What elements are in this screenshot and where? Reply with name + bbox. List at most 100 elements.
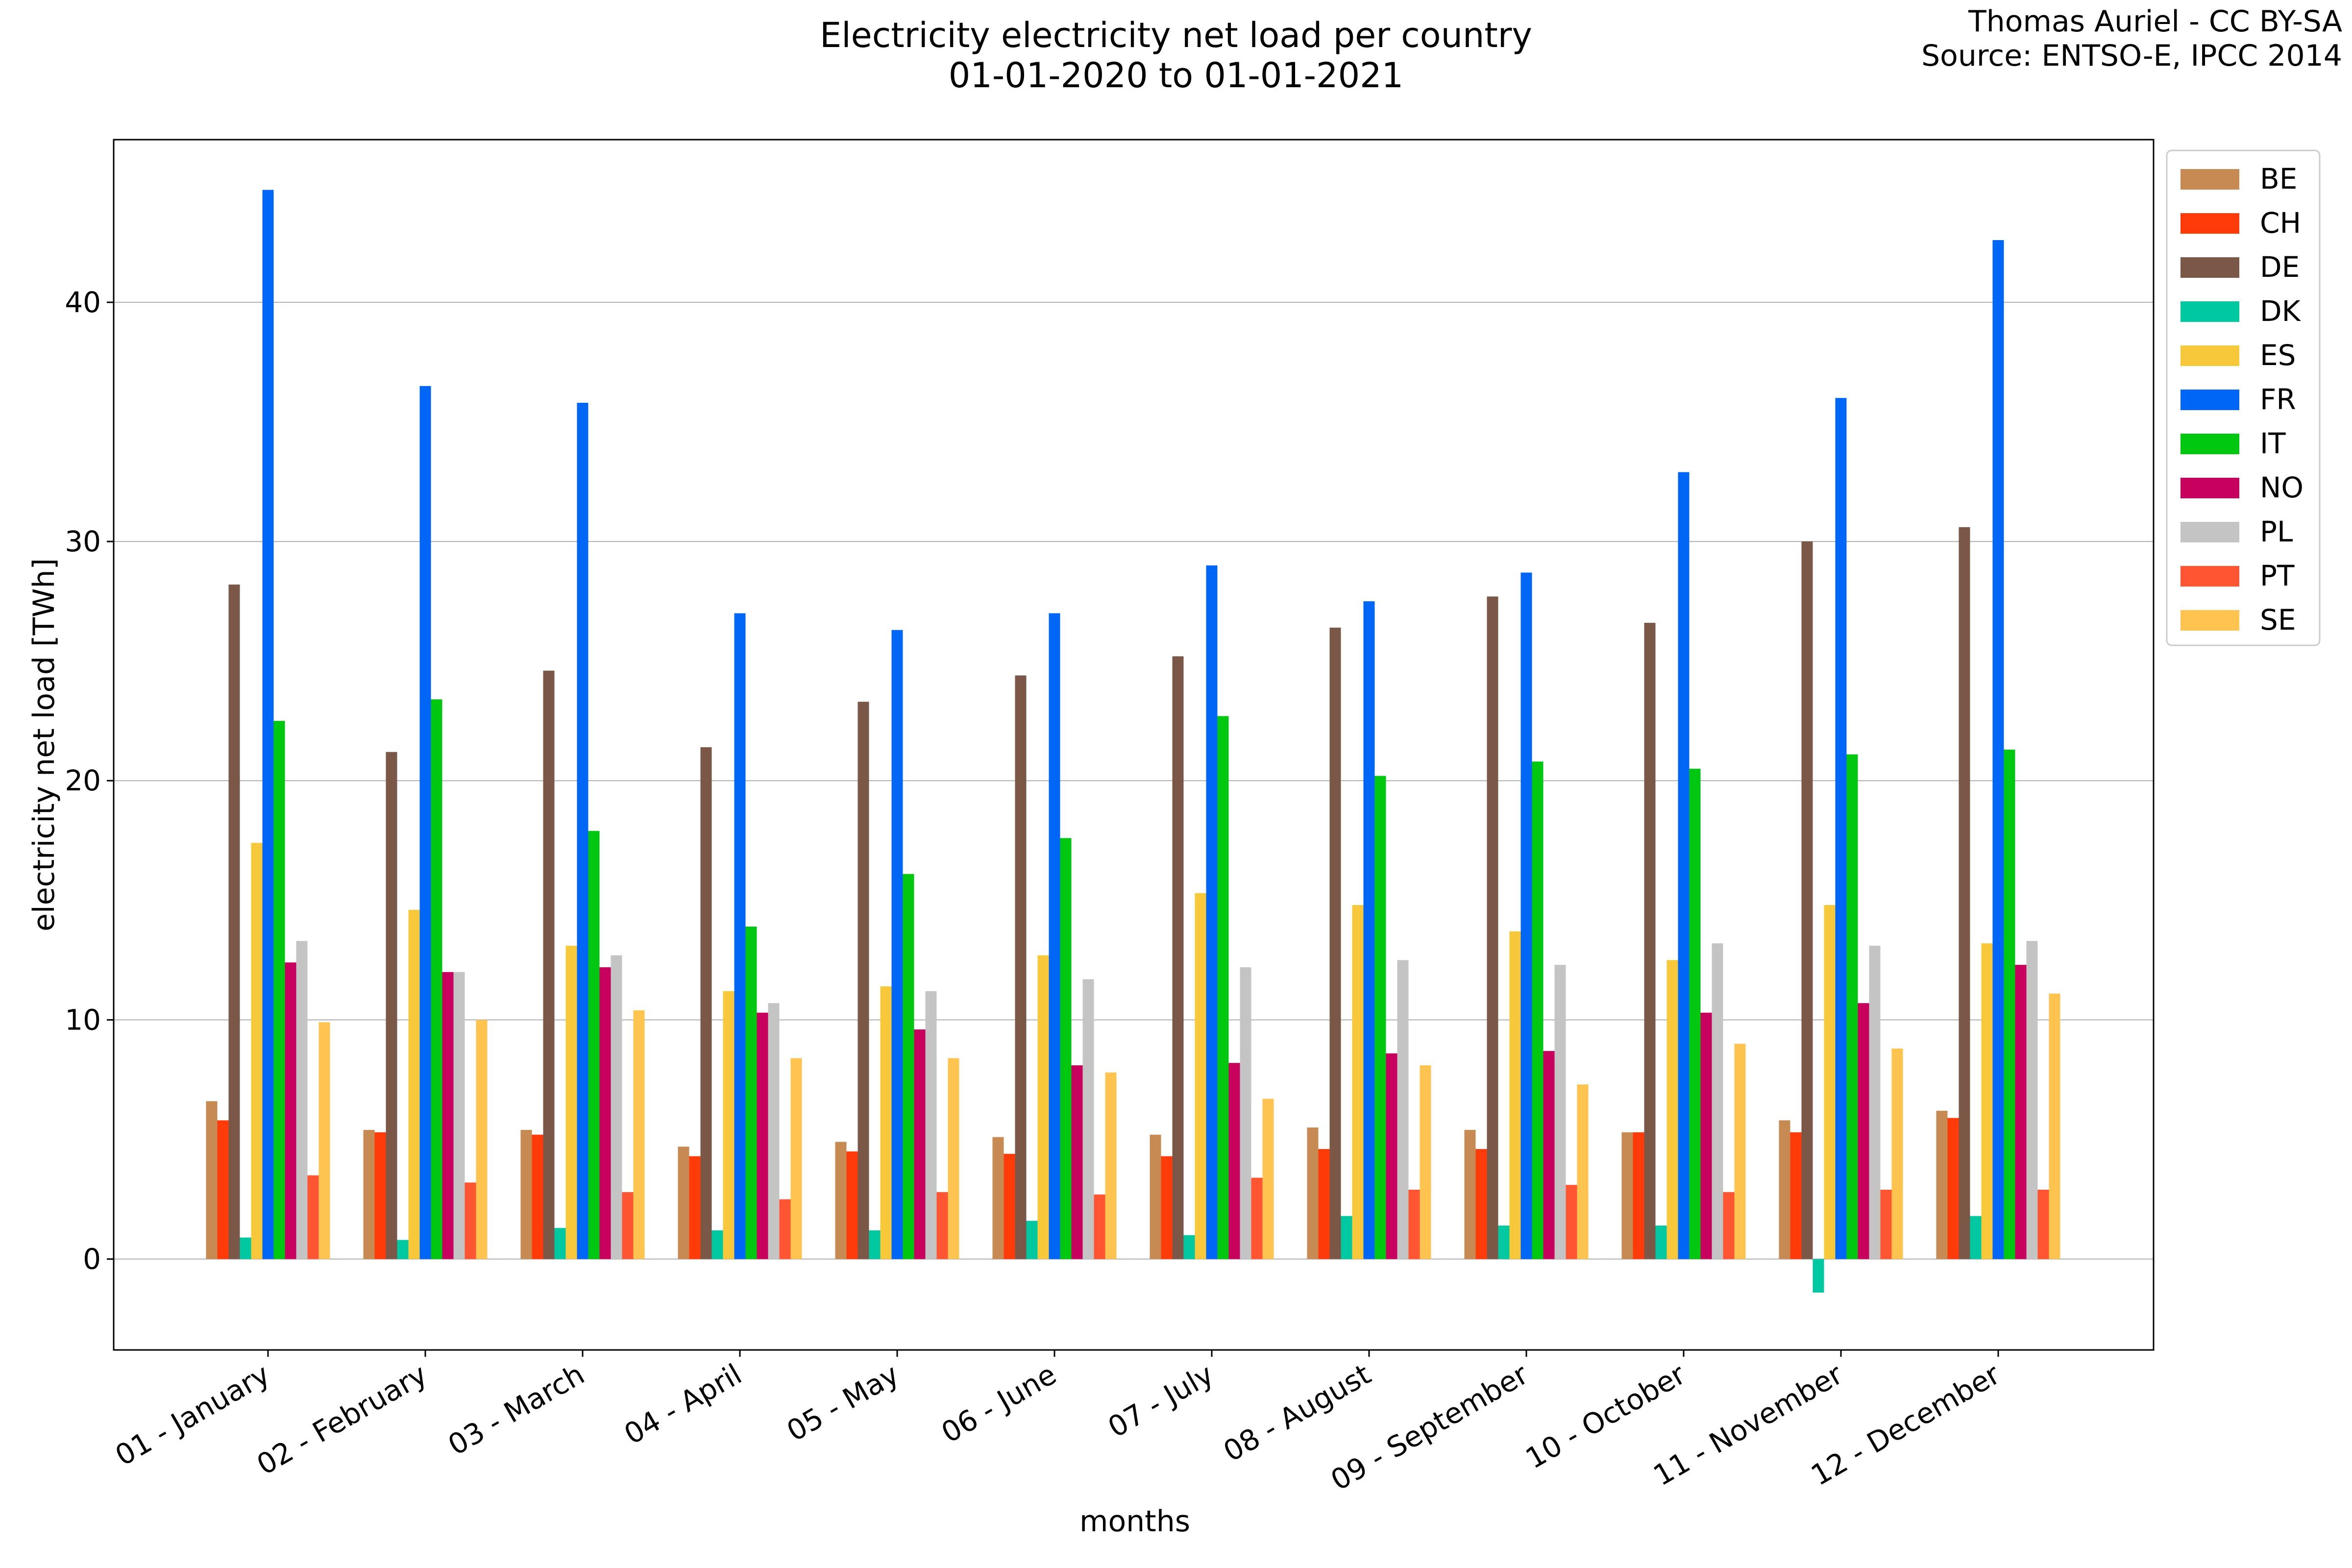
legend-label-no: NO [2260,471,2303,504]
bar-no [285,962,296,1259]
legend-swatch-it [2180,434,2239,454]
legend-label-fr: FR [2260,383,2296,416]
bar-es [880,986,892,1259]
bar-no [1071,1065,1083,1259]
bar-fr [577,402,588,1259]
legend-swatch-se [2180,610,2239,631]
bar-dk [1498,1225,1510,1259]
bar-pt [465,1182,476,1259]
bar-es [1352,905,1364,1259]
bar-be [1936,1110,1948,1259]
legend-label-pt: PT [2260,559,2295,592]
bar-fr [1049,613,1060,1259]
bar-de [228,584,240,1259]
bar-se [1891,1048,1903,1259]
bar-pl [453,972,465,1259]
bar-pl [925,991,937,1259]
bar-it [1689,768,1701,1259]
bar-fr [734,613,746,1259]
legend-label-it: IT [2260,427,2286,460]
bar-it [431,699,442,1259]
bar-es [1666,960,1678,1259]
legend-swatch-fr [2180,390,2239,410]
legend-swatch-dk [2180,301,2239,322]
bar-es [565,946,577,1259]
bar-fr [262,190,274,1259]
bar-it [273,721,285,1259]
bar-dk [1655,1225,1667,1259]
bar-fr [1206,565,1218,1259]
legend-label-es: ES [2260,339,2296,372]
bar-de [1329,627,1341,1259]
bar-no [1858,1003,1869,1259]
bar-se [948,1058,959,1259]
bar-pt [779,1199,791,1259]
bar-dk [397,1240,409,1259]
bar-es [251,843,263,1259]
bar-it [588,831,600,1259]
bar-fr [891,630,903,1259]
bar-dk [240,1237,251,1259]
bar-pl [1869,946,1881,1259]
bar-no [1700,1012,1712,1259]
bar-dk [1341,1216,1352,1259]
bar-de [858,702,869,1259]
bar-no [1386,1053,1397,1259]
bar-pt [2037,1189,2049,1259]
bars [206,190,2060,1293]
bar-pl [611,955,622,1259]
legend-swatch-pt [2180,566,2239,587]
bar-it [1217,716,1229,1259]
bar-be [678,1147,689,1259]
bar-be [1307,1127,1319,1259]
legend-label-pl: PL [2260,515,2293,548]
bar-dk [1183,1235,1195,1259]
bar-se [1734,1044,1746,1259]
legend-swatch-es [2180,345,2239,366]
bar-dk [1813,1259,1824,1293]
plot-area [113,139,2155,1351]
bar-it [1060,838,1072,1259]
bar-de [386,752,397,1259]
bar-se [633,1010,645,1259]
bar-se [476,1020,488,1259]
bar-es [408,909,420,1259]
bar-se [2049,993,2060,1259]
y-tick-label: 40 [65,286,101,319]
bar-be [520,1129,532,1259]
bar-ch [689,1156,701,1259]
legend-label-be: BE [2260,162,2297,196]
bar-it [2004,749,2015,1259]
bar-be [1464,1129,1476,1259]
bar-dk [554,1228,566,1259]
bar-ch [217,1120,229,1259]
bar-pt [622,1192,634,1259]
bar-ch [846,1151,858,1259]
bar-no [2015,965,2027,1259]
bar-se [1420,1065,1431,1259]
bar-de [1644,623,1656,1259]
bar-de [700,747,712,1259]
bar-no [914,1029,926,1259]
bar-ch [1475,1149,1487,1259]
bar-be [1779,1120,1790,1259]
bar-dk [711,1230,723,1259]
bar-de [1801,541,1813,1259]
bar-es [1824,905,1836,1259]
y-tick-label: 30 [65,525,101,558]
bar-de [543,670,555,1259]
bar-pl [296,941,308,1259]
bar-fr [1992,240,2004,1259]
bar-pl [1082,979,1094,1259]
bar-pt [1251,1177,1263,1259]
bar-dk [1026,1221,1038,1259]
legend-swatch-pl [2180,522,2239,542]
bar-be [363,1129,375,1259]
bar-ch [1161,1156,1173,1259]
bar-no [442,972,454,1259]
bar-pt [1566,1185,1577,1259]
bar-ch [1947,1118,1959,1259]
bar-it [1374,776,1386,1259]
bar-dk [869,1230,881,1259]
bar-se [790,1058,802,1259]
